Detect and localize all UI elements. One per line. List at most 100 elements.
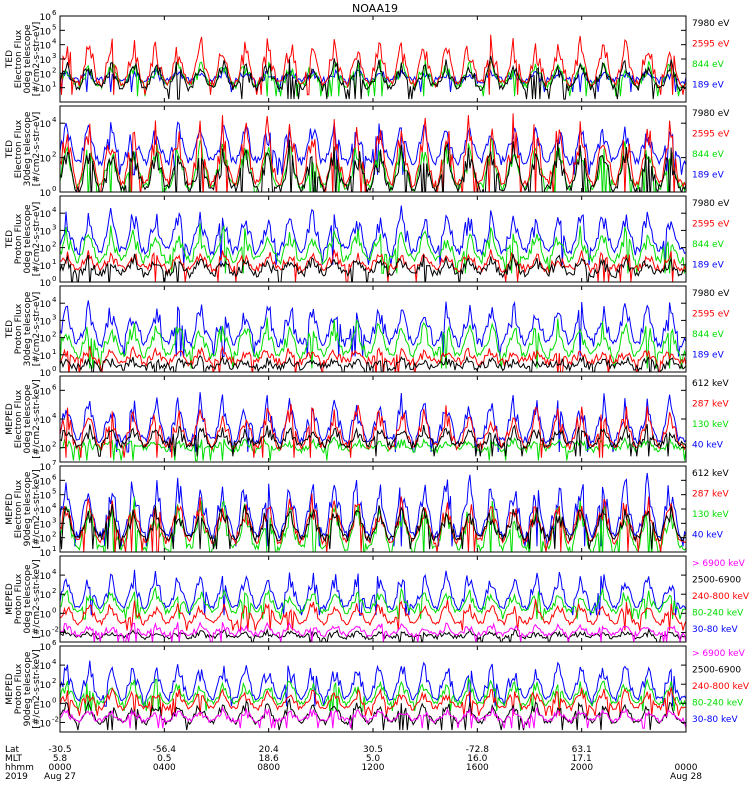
x-tick-label-mlt: 18.6: [259, 754, 279, 764]
series-line-2500-6900: [60, 627, 686, 642]
series-line-130-kev: [60, 497, 686, 552]
y-tick-label: 10: [40, 506, 52, 516]
y-tick-exponent: 1: [52, 545, 56, 553]
y-tick-exponent: 4: [52, 412, 57, 420]
panel-5-traces: [60, 392, 686, 462]
legend-entry: 189 eV: [692, 170, 725, 180]
y-tick-exponent: 4: [52, 502, 57, 510]
y-tick-exponent: 3: [52, 52, 56, 60]
y-tick-exponent: 2: [52, 677, 56, 685]
y-tick-label: 10: [40, 155, 52, 165]
y-tick-exponent: 6: [52, 383, 57, 391]
y-tick-exponent: 4: [52, 568, 57, 576]
y-tick-exponent: 2: [52, 587, 56, 595]
series-line-30-80-kev: [60, 660, 686, 707]
legend-entry: > 6900 keV: [692, 559, 746, 569]
legend-entry: 130 keV: [692, 510, 729, 520]
legend-entry: > 6900 keV: [692, 649, 746, 659]
y-tick-exponent: 6: [52, 9, 57, 17]
y-axis-label-line: [#/cm2-s-str-eV]: [32, 112, 42, 187]
y-axis-label-line: MEPED: [5, 403, 15, 435]
panel-1-ylabel: TED Electron Flux 0deg telescope [#/cm2-s-s…: [5, 22, 42, 97]
y-axis-label-line: [#/cm2-s-str-eV]: [32, 22, 42, 97]
series-line-189-ev: [60, 300, 686, 357]
x-tick-label-mlt: 17.1: [572, 754, 592, 764]
legend-entry: 287 keV: [692, 489, 729, 499]
y-axis-label-line: Proton Flux: [14, 663, 24, 714]
y-tick-label: 10: [40, 369, 52, 379]
panel-6-ylabel: MEPED Electron Flux 90deg telescope [#/cm2-…: [5, 469, 42, 548]
y-tick-label: 10: [40, 629, 52, 639]
y-tick-label: 10: [40, 56, 52, 66]
panel-8-ylabel: MEPED Proton Flux 90deg telescope [#/cm2-s-…: [5, 649, 42, 728]
y-tick-exponent: 3: [52, 313, 56, 321]
y-axis-label-line: MEPED: [5, 583, 15, 615]
x-tick-label-date: Aug 27: [44, 772, 76, 782]
y-axis-label-line: Electron Flux: [14, 389, 24, 448]
y-axis-label-line: Proton Flux: [14, 303, 24, 354]
y-tick-label: 10: [40, 535, 52, 545]
x-tick-label-lat: 30.5: [363, 745, 383, 755]
y-tick-exponent: 7: [52, 459, 56, 467]
legend-entry: 240-800 keV: [692, 592, 750, 602]
y-tick-label: 10: [40, 300, 52, 310]
series-line-612-kev: [60, 423, 686, 457]
y-tick-label: 10: [40, 700, 52, 710]
legend-entry: 612 keV: [692, 469, 729, 479]
y-tick-label: 10: [40, 719, 52, 729]
series-line-189-ev: [60, 67, 686, 93]
y-axis-label-line: [#/cm2-s-str-keV]: [32, 559, 42, 638]
y-tick-exponent: 5: [52, 488, 56, 496]
legend-entry: 30-80 keV: [692, 625, 738, 635]
y-tick-label: 10: [40, 227, 52, 237]
legend-entry: 189 eV: [692, 350, 725, 360]
series-line-844-ev: [60, 317, 686, 369]
y-tick-exponent: 3: [52, 223, 56, 231]
x-tick-label-lat: 63.1: [572, 745, 592, 755]
legend-entry: 612 keV: [692, 379, 729, 389]
series-line-130-kev: [60, 436, 686, 462]
legend-entry: 240-800 keV: [692, 682, 750, 692]
y-tick-label: 10: [40, 463, 52, 473]
x-tick-label-lat: 20.4: [259, 745, 279, 755]
y-tick-label: 10: [40, 352, 52, 362]
legend-entry: 189 eV: [692, 80, 725, 90]
y-tick-label: 10: [40, 643, 52, 653]
legend-entry: 30-80 keV: [692, 715, 738, 725]
series-line-40-kev: [60, 392, 686, 453]
legend-entry: 130 keV: [692, 420, 729, 430]
y-tick-exponent: -2: [52, 625, 59, 633]
y-tick-label: 10: [40, 681, 52, 691]
legend-entry: 2500-6900: [692, 666, 741, 676]
series-line-844-ev: [60, 59, 686, 97]
y-tick-exponent: 2: [52, 441, 56, 449]
y-tick-label: 10: [40, 416, 52, 426]
y-tick-exponent: 1: [52, 81, 56, 89]
legend-entry: 7980 eV: [692, 19, 730, 29]
series-line-2595-ev: [60, 34, 686, 96]
y-tick-exponent: 2: [52, 151, 56, 159]
panel-3-traces: [60, 205, 686, 282]
legend-entry: 2595 eV: [692, 309, 730, 319]
y-tick-label: 10: [40, 387, 52, 397]
y-axis-label-line: 0deg telescope: [23, 564, 33, 634]
y-tick-label: 10: [40, 445, 52, 455]
series-line-287-kev: [60, 404, 686, 458]
y-tick-label: 10: [40, 317, 52, 327]
y-axis-label-line: [#/cm2-s-str-eV]: [32, 202, 42, 277]
x-tick-label-lat: -72.8: [466, 745, 490, 755]
y-axis-label-line: [#/cm2-s-str-keV]: [32, 379, 42, 458]
panel-4-ylabel: TED Proton Flux 30deg telescope [#/cm2-s-st…: [5, 291, 42, 366]
x-tick-label-hhmm: 0800: [257, 763, 280, 773]
y-tick-exponent: 1: [52, 348, 56, 356]
y-axis-label-line: TED: [5, 140, 15, 159]
legend-entry: 844 eV: [692, 150, 725, 160]
y-tick-label: 10: [40, 477, 52, 487]
y-tick-exponent: 2: [52, 531, 56, 539]
y-axis-label-line: Electron Flux: [14, 479, 24, 538]
legend-entry: 189 eV: [692, 260, 725, 270]
